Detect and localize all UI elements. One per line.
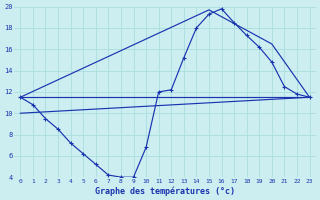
X-axis label: Graphe des températures (°c): Graphe des températures (°c) (95, 186, 235, 196)
